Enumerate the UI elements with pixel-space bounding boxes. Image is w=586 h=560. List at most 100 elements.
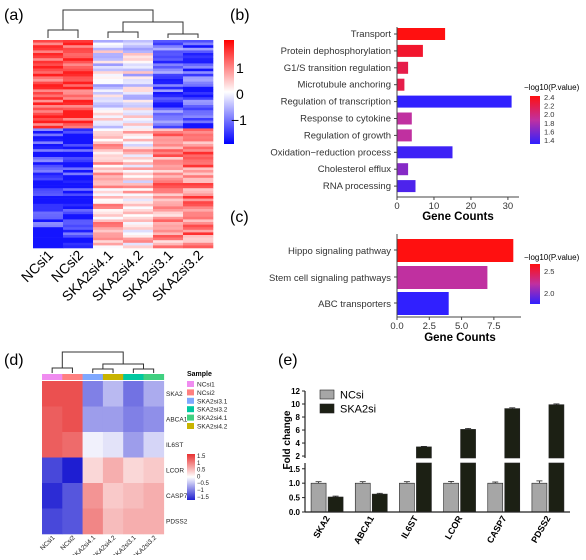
panel-b-bar [397, 180, 416, 193]
panel-a-cell [33, 102, 64, 106]
panel-a-cell [93, 118, 124, 121]
panel-a-cell [93, 219, 124, 223]
panel-a-cell [93, 209, 124, 212]
panel-a-cell [33, 84, 64, 88]
panel-e-bar-ska2si [548, 462, 565, 513]
panel-a-cell [63, 175, 94, 179]
panel-a-cell [93, 107, 124, 111]
panel-e-bar-ska2si [460, 429, 476, 459]
panel-b-category-label: Transport [351, 29, 392, 40]
panel-a-cell [153, 157, 184, 160]
panel-e-bar-ska2si [548, 404, 565, 459]
panel-a-cell [183, 211, 214, 215]
panel-d-cell [62, 432, 83, 458]
panel-a-cell [183, 53, 214, 56]
panel-a-cell [183, 188, 214, 192]
panel-a-cell [183, 45, 214, 49]
panel-a-cell [93, 73, 124, 77]
panel-a-cell [153, 110, 184, 114]
panel-e-bar-ncsi [399, 482, 415, 513]
panel-a-cell [123, 89, 154, 93]
panel-a-cell [123, 175, 154, 179]
panel-a-cell [33, 115, 64, 119]
panel-d-row-labels: SKA2 ABCA1 IL6ST LCOR CASP7 PDSS2 [166, 391, 188, 526]
panel-a-cell [63, 193, 94, 197]
panel-e-bar-ska2si [504, 462, 521, 513]
panel-d-cell [143, 381, 165, 407]
panel-a-cell [123, 164, 154, 168]
panel-a-cell [63, 198, 94, 202]
panel-a-cell [33, 89, 64, 93]
panel-a-cell [33, 50, 64, 54]
panel-a-cell [33, 94, 64, 98]
panel-a-cell [93, 159, 124, 163]
panel-a-cell [63, 144, 94, 147]
panel-a-cell [123, 110, 154, 114]
panel-a-cell [183, 66, 214, 69]
panel-a-cell [183, 201, 214, 205]
panel-a-cell [93, 240, 124, 244]
panel-e-y-tick-label: 2 [296, 452, 301, 461]
panel-a-cell [63, 201, 94, 205]
panel-d-row-label: CASP7 [166, 493, 188, 500]
panel-a-cell [123, 123, 154, 127]
panel-d-legend-label: NCsi1 [197, 382, 215, 389]
panel-d-cell [42, 483, 63, 509]
panel-d-annotation-cell [62, 374, 83, 380]
panel-e-bar-ncsi [310, 482, 327, 513]
panel-a-cell [123, 149, 154, 153]
panel-a-cell [33, 107, 64, 111]
panel-a-cell [183, 237, 214, 241]
panel-b-bar [397, 44, 423, 57]
panel-a-cell [123, 94, 154, 98]
panel-a-cell [123, 172, 154, 176]
panel-a-cell [93, 144, 124, 147]
panel-a-cell [63, 118, 94, 121]
panel-a-cell [153, 53, 184, 56]
panel-a-cell [93, 222, 124, 225]
panel-a-cell [183, 157, 214, 160]
panel-a-cell [93, 105, 124, 108]
panel-a-cell [183, 73, 214, 77]
panel-b-legend-tick-label: 2.4 [544, 93, 554, 102]
panel-a-cell [183, 151, 214, 155]
panel-d-row-label: PDSS2 [166, 518, 188, 525]
panel-d-annotation-cell [102, 374, 124, 380]
panel-a-cell [33, 154, 64, 158]
panel-a-cell [153, 164, 184, 168]
panel-a-cell [183, 60, 214, 64]
panel-a-cell [123, 81, 154, 85]
panel-a-cell [63, 167, 94, 171]
panel-a-cell [153, 40, 184, 43]
panel-a-cell [183, 196, 214, 199]
panel-e-y-tick-label: 4 [296, 439, 301, 448]
panel-a-cell [33, 232, 64, 236]
panel-a-cell [123, 115, 154, 119]
panel-a-cell [153, 201, 184, 205]
panel-c-category-label: Stem cell signaling pathways [269, 273, 391, 284]
panel-b-bar [397, 146, 453, 159]
panel-a-cell [93, 128, 124, 132]
panel-a-cell [183, 219, 214, 223]
panel-a-cell [33, 183, 64, 186]
panel-a-cell [93, 146, 124, 150]
panel-a-cell [33, 40, 64, 43]
panel-d-colorbar-tick: −1 [197, 488, 205, 494]
panel-a-cell [153, 63, 184, 67]
panel-a-cell [33, 118, 64, 121]
panel-a-cell [183, 216, 214, 220]
panel-e-bar-ska2si [371, 493, 388, 513]
panel-a-cell [183, 107, 214, 111]
panel-a-dendrogram-branch [62, 9, 154, 30]
panel-a-cell [153, 159, 184, 163]
panel-d-legend-label: SKA2si4.1 [197, 415, 228, 422]
panel-d-cell [62, 457, 83, 484]
panel-a-cell [63, 242, 94, 246]
panel-d-cell [123, 457, 144, 484]
panel-a-cell [93, 214, 124, 218]
panel-c-legend-title: −log10(P.value) [524, 253, 580, 262]
panel-e-y-tick-label: 6 [296, 426, 301, 435]
panel-a-cell [123, 128, 154, 132]
panel-a-cell [93, 206, 124, 210]
panel-a-cell [153, 214, 184, 218]
